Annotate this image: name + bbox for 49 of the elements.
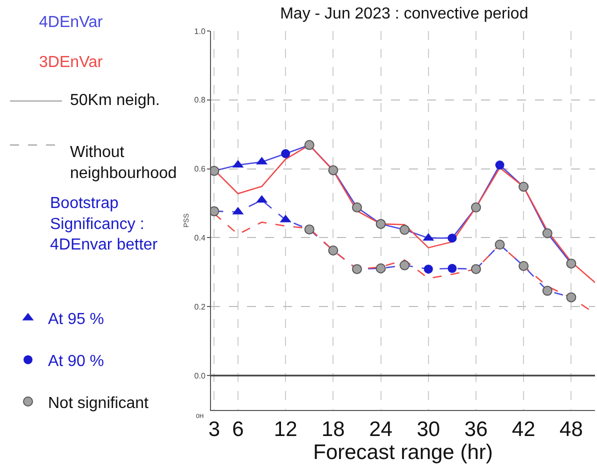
point — [376, 218, 386, 229]
x-tick-label: 48 — [560, 418, 583, 442]
x-tick-label: 30 — [416, 418, 440, 442]
point — [542, 286, 552, 296]
text: 4DEnVar — [39, 14, 104, 31]
y-tick-label: 0.4 — [194, 234, 206, 243]
text: 3DEnVar — [39, 54, 104, 71]
y-tick-label: 0.2 — [194, 302, 206, 312]
x-tick-label: 42 — [512, 418, 536, 442]
x-tick-label: 12 — [274, 418, 298, 442]
point — [328, 245, 338, 256]
point — [304, 224, 314, 234]
point — [400, 224, 410, 235]
text: Without neighbourhood — [70, 144, 177, 182]
point — [424, 264, 433, 274]
point — [566, 292, 576, 302]
legend-label: At 95 % — [48, 311, 104, 328]
point — [566, 258, 576, 269]
point — [518, 182, 529, 192]
legend-label: At 90 % — [48, 352, 104, 370]
point — [448, 234, 457, 243]
y-tick-label: 0.0 — [194, 371, 206, 380]
text: Bootstrap Significancy : 4DEnvar better — [50, 195, 158, 254]
point — [448, 264, 457, 273]
point — [542, 228, 552, 238]
x-tick-label: 24 — [369, 418, 393, 442]
legend-label: Not significant — [48, 394, 150, 412]
point — [470, 202, 481, 212]
x-tick-label: 18 — [322, 418, 345, 442]
point — [518, 260, 529, 271]
point — [495, 160, 504, 170]
point — [352, 264, 362, 274]
y-tick-label: 1.0 — [194, 26, 206, 36]
point — [281, 149, 290, 158]
text: 50Km neigh. — [70, 92, 160, 109]
x-tick-label: 36 — [464, 418, 488, 442]
point — [494, 240, 505, 250]
point — [376, 263, 386, 274]
y-tick-label: 0.8 — [194, 96, 206, 105]
point — [328, 165, 338, 176]
point — [400, 260, 410, 270]
x-axis-title: Forecast range (hr) — [313, 441, 493, 464]
point — [352, 202, 362, 212]
x-tick-label: 3 — [208, 418, 220, 442]
x-tick-label: 6 — [232, 418, 244, 442]
point — [304, 140, 314, 150]
point — [470, 264, 481, 274]
chart-title: May - Jun 2023 : convective period — [280, 5, 528, 22]
y-tick-label: 0.6 — [194, 164, 206, 174]
